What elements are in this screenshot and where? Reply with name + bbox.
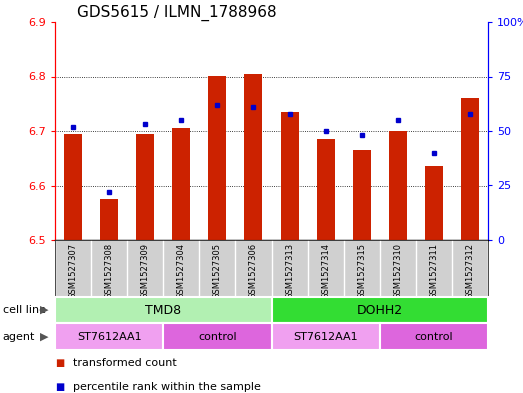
Text: GSM1527306: GSM1527306	[249, 243, 258, 299]
Text: GSM1527310: GSM1527310	[393, 243, 402, 299]
Bar	[64, 134, 82, 240]
Text: control: control	[198, 332, 237, 342]
Text: transformed count: transformed count	[73, 358, 177, 368]
Text: ST7612AA1: ST7612AA1	[77, 332, 141, 342]
Text: percentile rank within the sample: percentile rank within the sample	[73, 382, 261, 392]
Text: cell line: cell line	[3, 305, 46, 315]
Text: ■: ■	[55, 358, 64, 368]
Text: GSM1527315: GSM1527315	[357, 243, 366, 299]
Text: TMD8: TMD8	[145, 303, 181, 316]
Text: DOHH2: DOHH2	[357, 303, 403, 316]
Text: control: control	[415, 332, 453, 342]
Bar	[271, 297, 488, 323]
Text: GSM1527313: GSM1527313	[285, 243, 294, 299]
Bar	[208, 77, 226, 240]
Text: GSM1527312: GSM1527312	[465, 243, 474, 299]
Text: GSM1527307: GSM1527307	[69, 243, 77, 299]
Bar	[244, 74, 263, 240]
Text: GSM1527314: GSM1527314	[321, 243, 330, 299]
Text: GSM1527311: GSM1527311	[429, 243, 438, 299]
Bar	[353, 150, 371, 240]
Text: GSM1527304: GSM1527304	[177, 243, 186, 299]
Text: ■: ■	[55, 382, 64, 392]
Bar	[55, 297, 271, 323]
Text: GDS5615 / ILMN_1788968: GDS5615 / ILMN_1788968	[77, 4, 276, 21]
Bar	[55, 323, 163, 350]
Text: ▶: ▶	[40, 305, 49, 315]
Text: ST7612AA1: ST7612AA1	[293, 332, 358, 342]
Text: GSM1527308: GSM1527308	[105, 243, 113, 299]
Bar	[380, 323, 488, 350]
Bar	[100, 199, 118, 240]
Bar	[425, 166, 443, 240]
Bar	[163, 323, 271, 350]
Text: agent: agent	[3, 332, 35, 342]
Bar	[389, 131, 407, 240]
Bar	[271, 323, 380, 350]
Bar	[280, 112, 299, 240]
Text: GSM1527309: GSM1527309	[141, 243, 150, 299]
Text: GSM1527305: GSM1527305	[213, 243, 222, 299]
Text: ▶: ▶	[40, 332, 49, 342]
Bar	[136, 134, 154, 240]
Bar	[461, 98, 479, 240]
Bar	[172, 128, 190, 240]
Bar	[316, 139, 335, 240]
